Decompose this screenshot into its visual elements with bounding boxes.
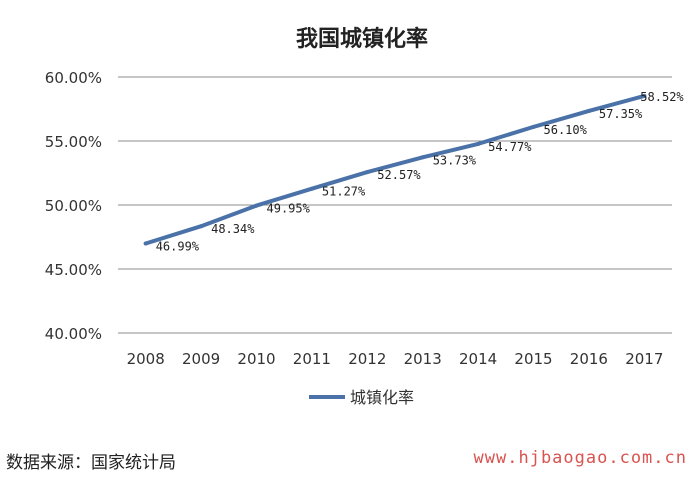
legend-label: 城镇化率	[350, 388, 414, 407]
data-label: 57.35%	[599, 107, 643, 121]
data-point	[309, 186, 314, 191]
data-point	[420, 155, 425, 160]
x-tick-label: 2009	[182, 350, 220, 368]
data-point	[254, 203, 259, 208]
data-labels: 46.99% 48.34% 49.95% 51.27% 52.57% 53.73% 54.7…	[156, 90, 685, 254]
x-axis: 2008 2009 2010 2011 2012 2013 2014 2015 2016 2017	[127, 350, 664, 368]
data-point	[143, 241, 148, 246]
line-chart-svg: 我国城镇化率 40.00% 45.00% 50.00% 55.00% 60.00% 20…	[45, 26, 685, 407]
data-label: 46.99%	[156, 240, 200, 254]
watermark: www.hjbaogao.com.cn	[473, 448, 687, 468]
data-label: 56.10%	[544, 123, 588, 137]
x-tick-label: 2015	[514, 350, 552, 368]
series-line-group	[143, 93, 647, 246]
x-tick-label: 2011	[293, 350, 331, 368]
x-tick-label: 2010	[237, 350, 275, 368]
y-tick-label: 50.00%	[45, 197, 102, 215]
x-tick-label: 2017	[625, 350, 663, 368]
data-point	[642, 93, 647, 98]
chart: 我国城镇化率 40.00% 45.00% 50.00% 55.00% 60.00% 20…	[45, 26, 685, 407]
y-tick-label: 45.00%	[45, 261, 102, 279]
x-tick-label: 2014	[459, 350, 497, 368]
data-label: 52.57%	[377, 168, 421, 182]
y-axis: 40.00% 45.00% 50.00% 55.00% 60.00%	[45, 69, 102, 343]
data-label: 48.34%	[211, 222, 255, 236]
data-label: 49.95%	[267, 202, 311, 216]
source-note: 数据来源：国家统计局	[6, 453, 176, 473]
chart-title: 我国城镇化率	[296, 26, 428, 52]
data-label: 53.73%	[433, 153, 477, 167]
y-tick-label: 60.00%	[45, 69, 102, 87]
y-tick-label: 40.00%	[45, 325, 102, 343]
x-tick-label: 2012	[348, 350, 386, 368]
data-point	[365, 170, 370, 175]
series-line	[143, 93, 647, 246]
grid-lines	[118, 76, 672, 334]
x-tick-label: 2008	[127, 350, 165, 368]
data-point	[586, 108, 591, 113]
data-label: 54.77%	[488, 140, 532, 154]
data-point	[199, 224, 204, 229]
y-tick-label: 55.00%	[45, 133, 102, 151]
data-point	[531, 124, 536, 129]
data-label: 58.52%	[640, 90, 684, 104]
data-point	[476, 141, 481, 146]
x-tick-label: 2016	[570, 350, 608, 368]
x-tick-label: 2013	[404, 350, 442, 368]
legend: 城镇化率	[309, 388, 414, 407]
data-label: 51.27%	[322, 185, 366, 199]
